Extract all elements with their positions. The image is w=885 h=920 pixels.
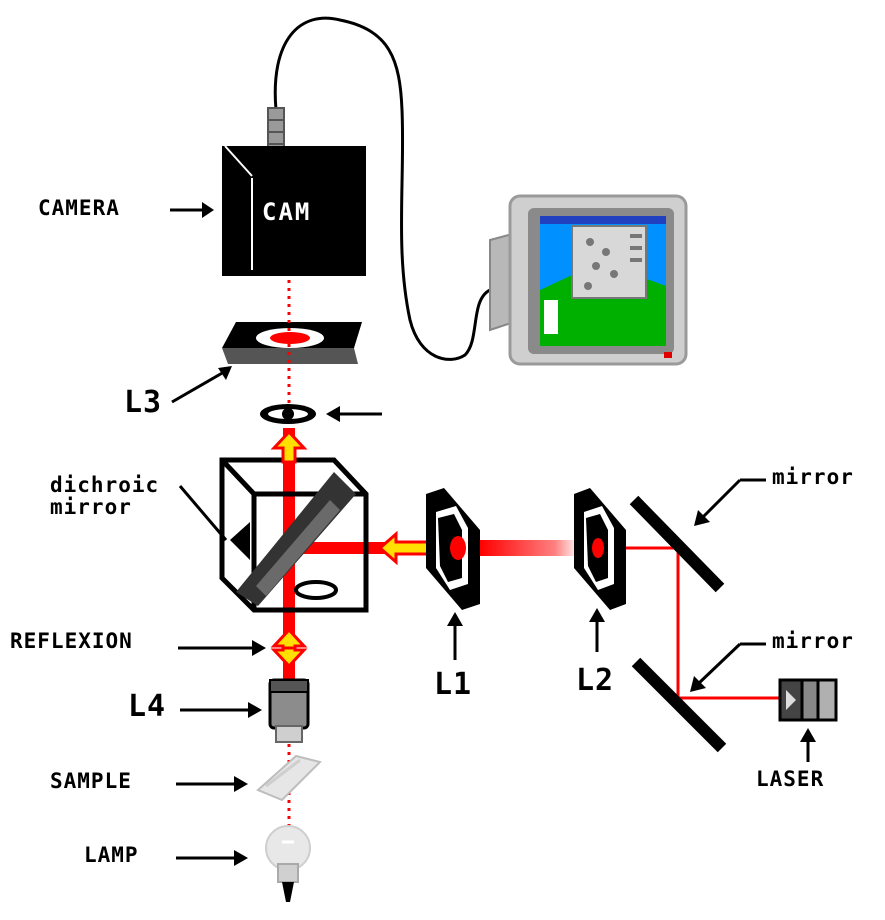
l3-arrow [171,370,225,404]
l2-arrowhead [589,608,605,622]
pinhole-arrowhead [326,406,340,422]
lens-l3 [222,322,362,364]
sample-label: SAMPLE [50,769,132,793]
beam-arrow-up-top [270,429,308,464]
lamp-bulb [265,825,311,902]
l1-arrowhead [447,612,463,626]
lamp-arrowhead [234,850,248,866]
laser-source [778,678,838,722]
dichroic-cube [219,457,369,613]
mirror-top [629,495,725,593]
mirror-bottom-label: mirror [772,629,854,653]
lens-l1 [426,488,480,610]
sample-slide [256,754,322,802]
lens-l4 [268,678,310,743]
l4-label: L4 [128,689,166,724]
laser-arrowhead [800,728,816,742]
mirror-bottom-arrow [696,642,742,686]
camera-arrowhead [202,202,214,218]
mirror-top-arrowhead [694,510,710,526]
cam-face-label: CAM [262,198,311,226]
l2-label: L2 [576,663,614,698]
camera-cable [273,16,491,361]
mirror-top-label: mirror [772,465,854,489]
dichroic-label-line2: mirror [50,495,132,519]
monitor [489,194,688,366]
mirror-top-arrow [700,478,742,520]
pinhole-aperture [260,404,316,424]
mirror-bottom [631,657,727,753]
reflexion-arrowhead [252,640,266,656]
dichroic-pointer [178,485,228,541]
l1-label: L1 [434,667,472,702]
lens-l2 [574,488,626,610]
beam-expanding [480,540,580,556]
lamp-label: LAMP [84,843,139,867]
reflexion-label: REFLEXION [10,629,133,653]
reflexion-marker [270,627,308,669]
dichroic-label-line1: dichroic [50,473,159,497]
laser-label: LASER [756,767,824,791]
mirror-bottom-arrowhead [690,676,706,692]
camera: CAM [222,107,366,276]
sample-arrowhead [234,776,248,792]
l3-arrowhead [218,366,232,380]
l3-label: L3 [124,385,162,420]
l4-arrowhead [248,702,262,718]
camera-label: CAMERA [38,196,120,220]
beam-arrow-left [377,530,432,566]
